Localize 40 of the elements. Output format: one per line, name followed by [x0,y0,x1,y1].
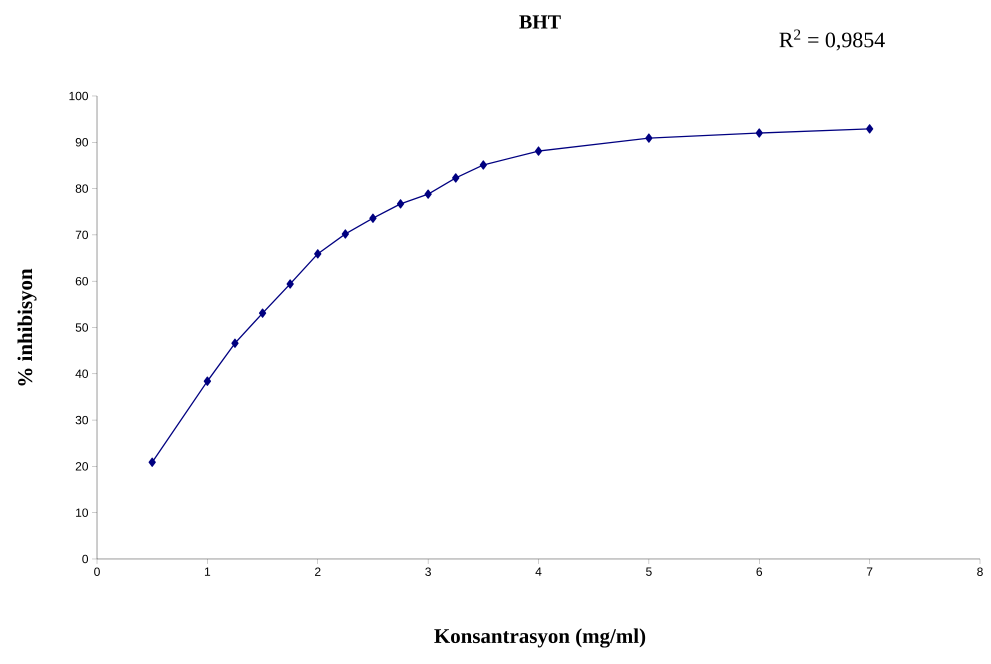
x-tick-label: 1 [204,568,210,576]
y-tick-label: 0 [82,554,88,564]
point [424,189,432,199]
x-tick-label: 2 [315,568,320,576]
x-axis-title: Konsantrasyon (mg/ml) [434,628,646,648]
point [645,133,653,143]
point [452,173,460,183]
y-axis-title: % inhibisyon [17,268,37,386]
point [314,249,322,259]
text: R$^{2}$ = 0,9854 [779,29,885,51]
point [231,338,239,348]
point [286,279,294,289]
point [369,214,377,223]
y-tick-label: 30 [76,416,88,424]
y-tick-label: 80 [76,184,88,193]
y-tick-label: 50 [76,323,88,332]
x-tick-label: 6 [756,568,762,576]
x-tick-label: 5 [646,568,652,576]
x-tick-label: 3 [425,568,431,576]
y-tick-label: 40 [75,370,88,378]
y-tick-label: 90 [76,138,88,147]
point [204,376,212,386]
y-tick-label: 100 [69,92,88,100]
point [258,308,266,318]
chart-title: BHT [519,15,561,29]
point [866,124,874,134]
x-tick-label: 0 [94,568,100,576]
y-tick-label: 60 [76,276,88,286]
point [534,146,542,156]
x-tick-label: 4 [535,568,542,576]
point [342,229,350,239]
point [480,160,487,170]
point [396,199,404,209]
point [756,128,763,138]
y-tick-label: 10 [76,508,88,517]
x-tick-label: 8 [977,568,983,576]
y-tick-label: 70 [76,230,88,240]
x-tick-label: 7 [866,568,872,576]
y-tick-label: 20 [76,462,88,471]
point [148,458,156,467]
